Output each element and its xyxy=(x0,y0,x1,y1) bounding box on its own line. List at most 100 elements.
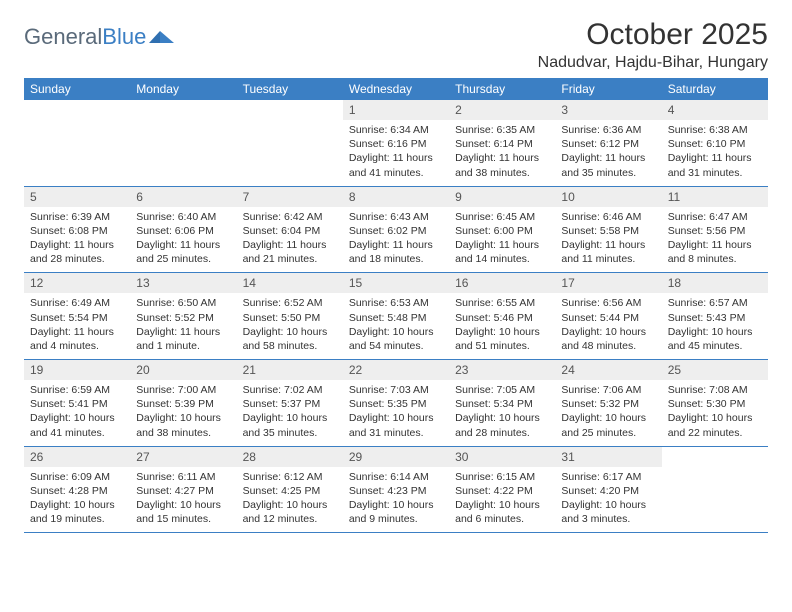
day-number-cell: 23 xyxy=(449,360,555,381)
daylight-line: Daylight: 11 hours and 14 minutes. xyxy=(455,238,549,266)
daylight-line: Daylight: 10 hours and 48 minutes. xyxy=(561,325,655,353)
sunrise-line: Sunrise: 6:11 AM xyxy=(136,470,230,484)
weekday-header: Tuesday xyxy=(237,78,343,100)
daylight-line: Daylight: 11 hours and 31 minutes. xyxy=(668,151,762,179)
day-details-cell: Sunrise: 7:06 AMSunset: 5:32 PMDaylight:… xyxy=(555,380,661,446)
daylight-line: Daylight: 10 hours and 45 minutes. xyxy=(668,325,762,353)
daylight-line: Daylight: 10 hours and 22 minutes. xyxy=(668,411,762,439)
logo-text-part2: Blue xyxy=(102,24,146,49)
title-block: October 2025 Nadudvar, Hajdu-Bihar, Hung… xyxy=(538,18,768,72)
sunrise-line: Sunrise: 6:14 AM xyxy=(349,470,443,484)
daylight-line: Daylight: 11 hours and 4 minutes. xyxy=(30,325,124,353)
daylight-line: Daylight: 10 hours and 28 minutes. xyxy=(455,411,549,439)
day-details: Sunrise: 6:14 AMSunset: 4:23 PMDaylight:… xyxy=(343,467,449,533)
daylight-line: Daylight: 11 hours and 21 minutes. xyxy=(243,238,337,266)
day-details: Sunrise: 7:03 AMSunset: 5:35 PMDaylight:… xyxy=(343,380,449,446)
sunrise-line: Sunrise: 6:53 AM xyxy=(349,296,443,310)
day-details-row: Sunrise: 6:39 AMSunset: 6:08 PMDaylight:… xyxy=(24,207,768,273)
logo-text-part1: General xyxy=(24,24,102,49)
day-details-cell: Sunrise: 6:45 AMSunset: 6:00 PMDaylight:… xyxy=(449,207,555,273)
sunrise-line: Sunrise: 6:12 AM xyxy=(243,470,337,484)
day-details-cell: Sunrise: 6:50 AMSunset: 5:52 PMDaylight:… xyxy=(130,293,236,359)
sunset-line: Sunset: 4:25 PM xyxy=(243,484,337,498)
day-number-cell: 3 xyxy=(555,100,661,120)
sunset-line: Sunset: 5:39 PM xyxy=(136,397,230,411)
sunset-line: Sunset: 6:12 PM xyxy=(561,137,655,151)
sunset-line: Sunset: 5:54 PM xyxy=(30,311,124,325)
sunset-line: Sunset: 5:58 PM xyxy=(561,224,655,238)
sunset-line: Sunset: 5:44 PM xyxy=(561,311,655,325)
sunrise-line: Sunrise: 6:56 AM xyxy=(561,296,655,310)
sunset-line: Sunset: 5:43 PM xyxy=(668,311,762,325)
day-details: Sunrise: 6:56 AMSunset: 5:44 PMDaylight:… xyxy=(555,293,661,359)
daylight-line: Daylight: 11 hours and 41 minutes. xyxy=(349,151,443,179)
day-number-cell: 25 xyxy=(662,360,768,381)
day-details-row: Sunrise: 6:49 AMSunset: 5:54 PMDaylight:… xyxy=(24,293,768,359)
daylight-line: Daylight: 11 hours and 8 minutes. xyxy=(668,238,762,266)
day-details-row: Sunrise: 6:59 AMSunset: 5:41 PMDaylight:… xyxy=(24,380,768,446)
day-details-cell: Sunrise: 6:40 AMSunset: 6:06 PMDaylight:… xyxy=(130,207,236,273)
day-number-row: 12131415161718 xyxy=(24,273,768,294)
day-details: Sunrise: 6:38 AMSunset: 6:10 PMDaylight:… xyxy=(662,120,768,186)
weekday-header: Monday xyxy=(130,78,236,100)
day-details-cell: Sunrise: 7:02 AMSunset: 5:37 PMDaylight:… xyxy=(237,380,343,446)
day-details-row: Sunrise: 6:34 AMSunset: 6:16 PMDaylight:… xyxy=(24,120,768,186)
sunset-line: Sunset: 5:37 PM xyxy=(243,397,337,411)
sunrise-line: Sunrise: 6:57 AM xyxy=(668,296,762,310)
sunrise-line: Sunrise: 6:43 AM xyxy=(349,210,443,224)
day-details: Sunrise: 7:02 AMSunset: 5:37 PMDaylight:… xyxy=(237,380,343,446)
location-subtitle: Nadudvar, Hajdu-Bihar, Hungary xyxy=(538,54,768,72)
weekday-header: Wednesday xyxy=(343,78,449,100)
sunset-line: Sunset: 5:56 PM xyxy=(668,224,762,238)
sunset-line: Sunset: 4:20 PM xyxy=(561,484,655,498)
day-number-cell xyxy=(24,100,130,120)
sunset-line: Sunset: 5:50 PM xyxy=(243,311,337,325)
day-number-cell: 5 xyxy=(24,186,130,207)
day-details: Sunrise: 6:11 AMSunset: 4:27 PMDaylight:… xyxy=(130,467,236,533)
sunrise-line: Sunrise: 6:09 AM xyxy=(30,470,124,484)
day-details: Sunrise: 6:45 AMSunset: 6:00 PMDaylight:… xyxy=(449,207,555,273)
day-number-cell: 12 xyxy=(24,273,130,294)
daylight-line: Daylight: 10 hours and 25 minutes. xyxy=(561,411,655,439)
sunrise-line: Sunrise: 7:03 AM xyxy=(349,383,443,397)
day-number-cell: 8 xyxy=(343,186,449,207)
weekday-header: Thursday xyxy=(449,78,555,100)
daylight-line: Daylight: 10 hours and 15 minutes. xyxy=(136,498,230,526)
day-details-cell xyxy=(662,467,768,533)
sunset-line: Sunset: 4:27 PM xyxy=(136,484,230,498)
day-details: Sunrise: 6:43 AMSunset: 6:02 PMDaylight:… xyxy=(343,207,449,273)
day-details: Sunrise: 6:53 AMSunset: 5:48 PMDaylight:… xyxy=(343,293,449,359)
day-details: Sunrise: 6:55 AMSunset: 5:46 PMDaylight:… xyxy=(449,293,555,359)
day-details-cell xyxy=(130,120,236,186)
sunset-line: Sunset: 5:35 PM xyxy=(349,397,443,411)
daylight-line: Daylight: 10 hours and 31 minutes. xyxy=(349,411,443,439)
day-number-cell: 29 xyxy=(343,446,449,467)
sunset-line: Sunset: 6:08 PM xyxy=(30,224,124,238)
sunrise-line: Sunrise: 7:08 AM xyxy=(668,383,762,397)
sunrise-line: Sunrise: 6:46 AM xyxy=(561,210,655,224)
day-number-cell: 16 xyxy=(449,273,555,294)
day-details-cell: Sunrise: 6:12 AMSunset: 4:25 PMDaylight:… xyxy=(237,467,343,533)
sunset-line: Sunset: 6:14 PM xyxy=(455,137,549,151)
day-details: Sunrise: 6:57 AMSunset: 5:43 PMDaylight:… xyxy=(662,293,768,359)
daylight-line: Daylight: 10 hours and 19 minutes. xyxy=(30,498,124,526)
daylight-line: Daylight: 10 hours and 35 minutes. xyxy=(243,411,337,439)
sunset-line: Sunset: 4:23 PM xyxy=(349,484,443,498)
day-details-cell: Sunrise: 6:35 AMSunset: 6:14 PMDaylight:… xyxy=(449,120,555,186)
day-number-cell: 17 xyxy=(555,273,661,294)
sunrise-line: Sunrise: 7:06 AM xyxy=(561,383,655,397)
day-details-cell: Sunrise: 6:47 AMSunset: 5:56 PMDaylight:… xyxy=(662,207,768,273)
day-details-cell: Sunrise: 6:14 AMSunset: 4:23 PMDaylight:… xyxy=(343,467,449,533)
day-number-cell: 27 xyxy=(130,446,236,467)
weekday-header: Saturday xyxy=(662,78,768,100)
daylight-line: Daylight: 10 hours and 58 minutes. xyxy=(243,325,337,353)
day-details-cell: Sunrise: 6:38 AMSunset: 6:10 PMDaylight:… xyxy=(662,120,768,186)
day-details: Sunrise: 7:06 AMSunset: 5:32 PMDaylight:… xyxy=(555,380,661,446)
daylight-line: Daylight: 10 hours and 9 minutes. xyxy=(349,498,443,526)
day-number-cell: 9 xyxy=(449,186,555,207)
sunset-line: Sunset: 6:04 PM xyxy=(243,224,337,238)
daylight-line: Daylight: 11 hours and 38 minutes. xyxy=(455,151,549,179)
day-details-cell: Sunrise: 7:05 AMSunset: 5:34 PMDaylight:… xyxy=(449,380,555,446)
day-number-row: 567891011 xyxy=(24,186,768,207)
page-header: GeneralBlue October 2025 Nadudvar, Hajdu… xyxy=(24,18,768,72)
